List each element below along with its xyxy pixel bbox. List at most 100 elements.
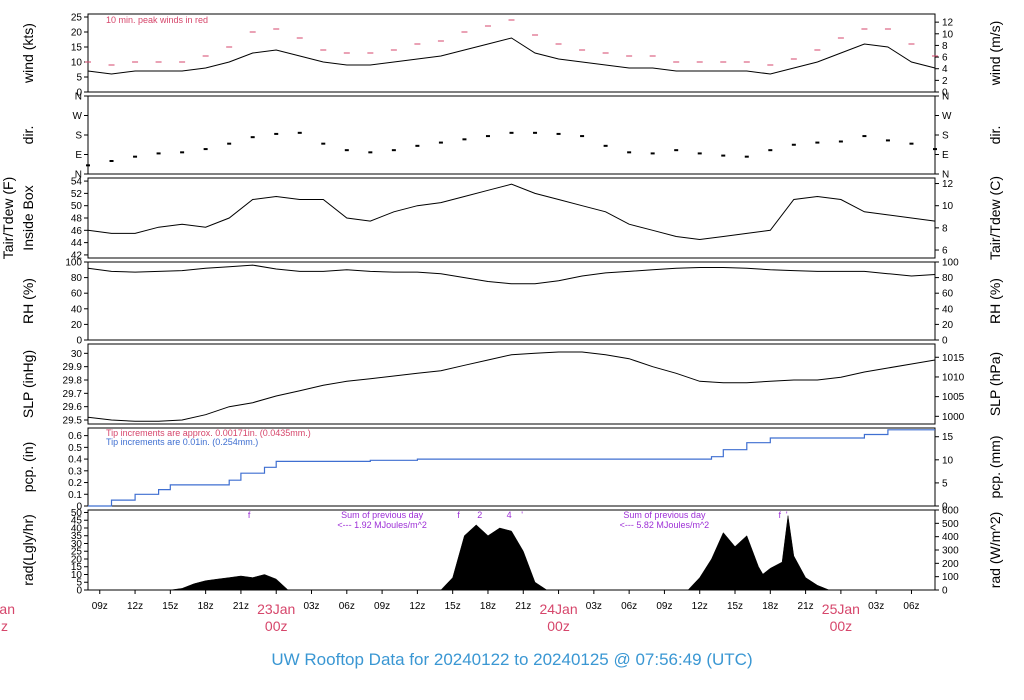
y-right-tick-label: 12 [942, 179, 954, 190]
y-tick-label: 5 [76, 578, 82, 589]
y-tick-label: S [75, 131, 82, 142]
y-right-tick-label: 80 [942, 273, 954, 284]
dir-mark [909, 142, 914, 145]
y-tick-label: W [73, 111, 83, 122]
y-right-tick-label: 10 [942, 455, 954, 466]
y-right-tick-label: 6 [942, 246, 948, 257]
y-axis-label: dir. [20, 126, 36, 145]
series-wind-0-line [87, 37, 936, 75]
y-right-tick-label: 100 [942, 258, 959, 269]
dir-mark [485, 135, 490, 138]
y-axis-label: pcp. (in) [20, 442, 36, 493]
y-axis-label: rad(Lgly/hr) [20, 514, 36, 586]
day-sum-line1: Sum of previous day [623, 510, 706, 520]
y-axis-label-right: rad (W/m^2) [987, 512, 1003, 589]
day-time-label: 00z [830, 618, 853, 634]
panel-rh: 0 20 40 60 80 100 0 20 40 60 80 100 RH (%) RH (%) [20, 258, 1003, 347]
panel-frame [87, 427, 936, 507]
series-rad-1-area [440, 524, 548, 591]
dir-mark [603, 144, 608, 147]
panel-frame [87, 95, 936, 175]
y-right-tick-label: 6 [942, 53, 948, 64]
day-time-label: 00z [547, 618, 570, 634]
clipped-day-date: Jan [0, 601, 15, 617]
y-tick-label: 20 [71, 28, 83, 39]
x-tick-label: 21z [798, 601, 814, 612]
y-right-tick-label: N [942, 170, 949, 181]
x-tick-label: 09z [656, 601, 672, 612]
y-tick-label: 0.4 [68, 455, 82, 466]
dir-mark [533, 131, 538, 134]
y-right-tick-label: 400 [942, 532, 959, 543]
dir-mark [462, 138, 467, 141]
x-tick-label: 06z [621, 601, 637, 612]
y-tick-label: 40 [71, 304, 83, 315]
x-tick-label: 15z [162, 601, 178, 612]
rad-top-mark: ' [521, 510, 523, 520]
dir-mark [391, 149, 396, 152]
y-tick-label: 15 [71, 43, 83, 54]
y-right-tick-label: N [942, 92, 949, 103]
dir-mark [862, 135, 867, 138]
y-axis-label-2: Inside Box [20, 185, 36, 250]
y-right-tick-label: 60 [942, 289, 954, 300]
y-right-tick-label: 1015 [942, 353, 965, 364]
dir-mark [580, 135, 585, 138]
dir-mark [180, 151, 185, 154]
y-axis-label: SLP (inHg) [20, 350, 36, 418]
y-tick-label: 10 [71, 570, 83, 581]
y-right-tick-label: 5 [942, 478, 948, 489]
y-axis-label-right: wind (m/s) [987, 21, 1003, 87]
rad-top-mark: ' [786, 510, 788, 520]
panel-frame [87, 177, 936, 259]
tip-note-2: Tip increments are 0.01in. (0.254mm.) [106, 437, 258, 447]
series-pcp-0-step [88, 429, 935, 507]
y-tick-label: 5 [76, 73, 82, 84]
dir-mark [815, 141, 820, 144]
rad-top-mark: 4 [507, 510, 512, 520]
series-temp-0-line [87, 183, 936, 241]
dir-mark [556, 132, 561, 135]
y-tick-label: N [75, 92, 82, 103]
y-right-tick-label: 20 [942, 320, 954, 331]
dir-mark [86, 164, 90, 167]
dir-mark [156, 152, 161, 155]
dir-mark [697, 152, 702, 155]
y-tick-label: 40 [71, 523, 83, 534]
y-tick-label: N [75, 170, 82, 181]
y-right-tick-label: 40 [942, 304, 954, 315]
y-tick-label: 0 [76, 586, 82, 597]
y-right-tick-label: 8 [942, 223, 948, 234]
dir-mark [768, 149, 773, 152]
dir-mark [744, 155, 749, 158]
panel-slp: 29.5 29.6 29.7 29.8 29.9 30 1000 1005 1010 1015 SL… [20, 343, 1003, 427]
y-axis-label-right: SLP (hPa) [987, 352, 1003, 416]
y-right-tick-label: S [942, 131, 949, 142]
rad-top-mark: f [457, 510, 460, 520]
y-right-tick-label: 500 [942, 519, 959, 530]
time-axis: 09z 12z 15z 18z 21z 03z 06z 09z 12z 15z 18z 21z 03z 0… [0, 590, 920, 634]
x-tick-label: 06z [903, 601, 919, 612]
y-right-tick-label: 1000 [942, 412, 965, 423]
y-tick-label: 20 [71, 320, 83, 331]
y-tick-label: 29.7 [63, 389, 83, 400]
y-right-tick-label: 0 [942, 502, 948, 513]
x-tick-label: 18z [480, 601, 496, 612]
y-tick-label: 52 [71, 189, 83, 200]
dir-mark [203, 148, 208, 151]
y-tick-label: 54 [71, 177, 83, 188]
x-tick-label: 21z [233, 601, 249, 612]
y-tick-label: 25 [71, 547, 83, 558]
y-right-tick-label: 0 [942, 586, 948, 597]
x-tick-label: 12z [409, 601, 425, 612]
x-tick-label: 21z [515, 601, 531, 612]
dir-mark [227, 142, 232, 145]
y-tick-label: 29.5 [63, 416, 83, 427]
day-date-label: 25Jan [822, 601, 860, 617]
dir-mark [838, 140, 843, 143]
dir-mark [344, 149, 349, 152]
y-tick-label: E [75, 150, 82, 161]
dir-mark [321, 142, 326, 145]
